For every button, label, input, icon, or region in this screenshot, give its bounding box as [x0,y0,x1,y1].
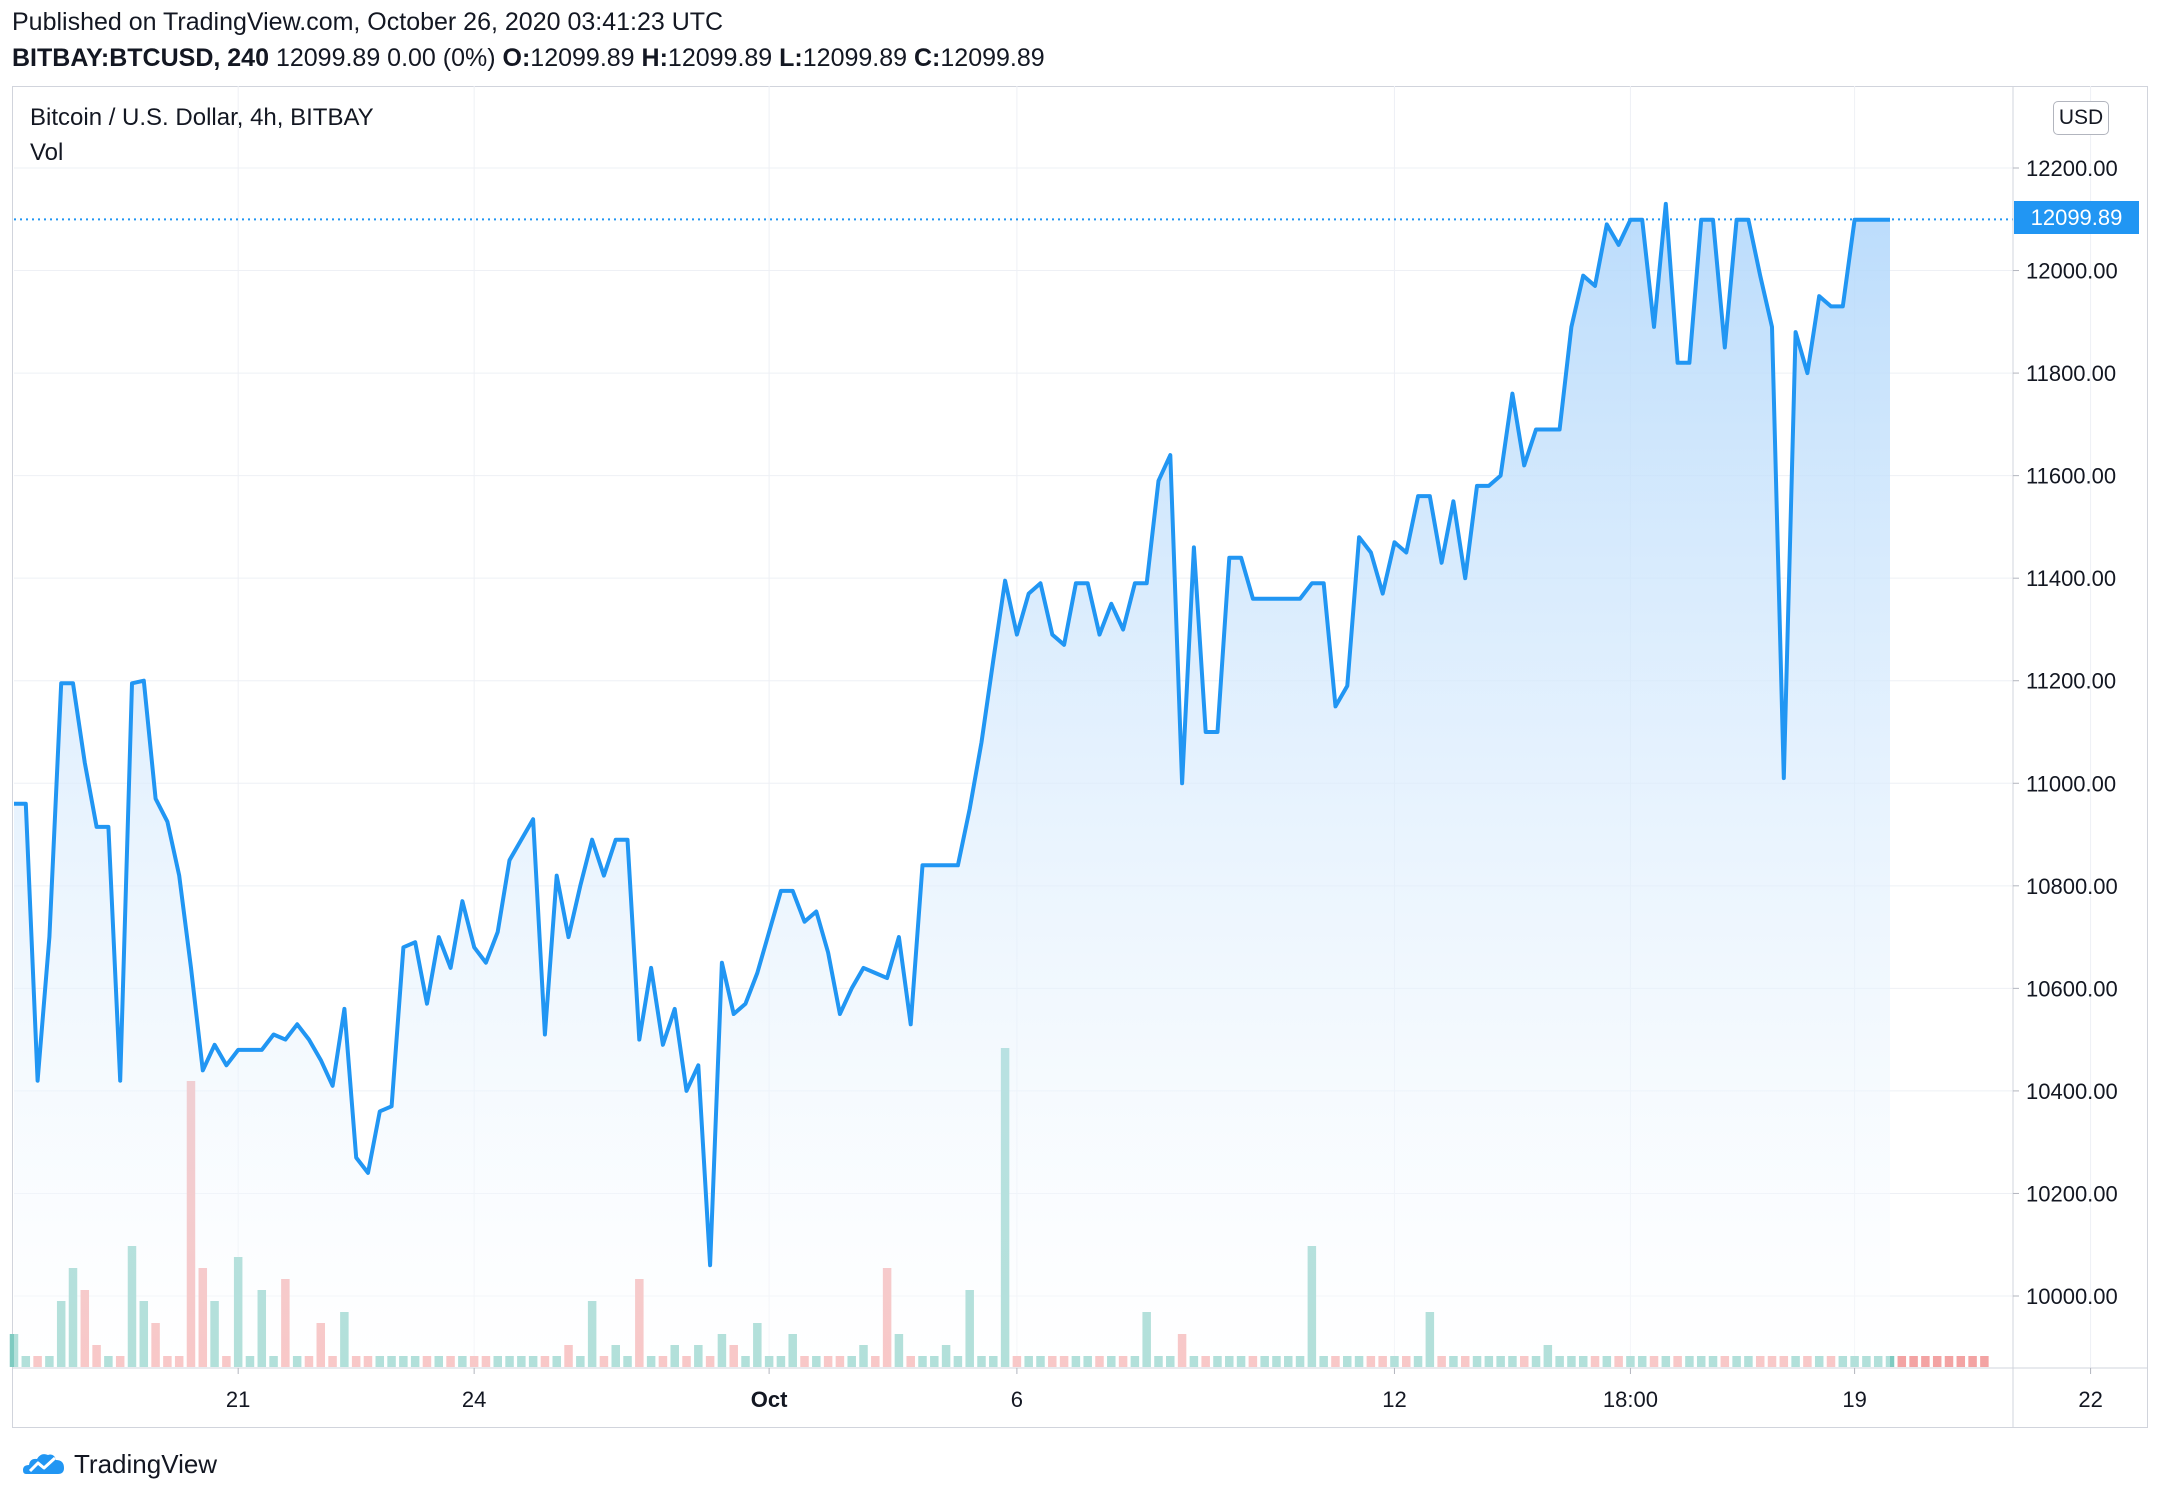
high-value: 12099.89 [667,44,773,72]
x-tick-label: Oct [751,1387,788,1412]
tradingview-cloud-logo-icon [23,1453,64,1474]
chart-legend-title: Bitcoin / U.S. Dollar, 4h, BITBAY [30,104,374,131]
y-tick-label: 10000.00 [2026,1284,2118,1309]
x-tick-label: 12 [1382,1387,1406,1412]
volume-bar [1909,1356,1918,1367]
y-tick-label: 12200.00 [2026,156,2118,181]
y-tick-label: 11000.00 [2026,771,2116,796]
volume-bar [1956,1356,1966,1367]
high-label: H: [641,44,668,72]
low-value: 12099.89 [802,44,908,72]
x-tick-label: 6 [1011,1387,1023,1412]
y-tick-label: 11800.00 [2026,361,2116,386]
close-value: 12099.89 [940,44,1045,72]
volume-bar [1897,1356,1907,1367]
volume-legend: Vol [30,139,64,166]
volume-bar [1932,1356,1942,1367]
symbol-ohlc-line: BITBAY:BTCUSD, 240 12099.89 0.00 (0%) O:… [12,44,1045,73]
price-line [14,201,1890,1268]
y-tick-label: 10400.00 [2026,1079,2118,1104]
y-tick-label: 12000.00 [2026,259,2118,284]
open-label: O: [502,44,531,72]
y-tick-label: 11600.00 [2026,464,2116,489]
footer-brand: TradingView [74,1449,218,1479]
price-change: 12099.89 0.00 (0%) [275,44,496,72]
y-tick-label: 11400.00 [2026,566,2116,591]
symbol-label: BITBAY:BTCUSD, 240 [12,44,269,72]
x-tick-label: 24 [462,1387,486,1412]
x-tick-label: 21 [226,1387,250,1412]
footer: TradingView [22,1449,217,1480]
volume-bar [1968,1356,1977,1367]
x-tick-label: 18:00 [1603,1387,1658,1412]
volume-bar [1980,1356,1989,1367]
x-tick-label: 19 [1842,1387,1866,1412]
published-note: Published on TradingView.com, October 26… [12,8,724,36]
y-tick-label: 10600.00 [2026,976,2118,1001]
currency-button[interactable]: USD [2053,101,2109,135]
open-value: 12099.89 [530,44,635,72]
chart-frame [12,86,2148,1428]
x-tick-label: 22 [2078,1387,2102,1412]
volume-bar [1921,1356,1930,1367]
low-label: L: [779,44,803,72]
y-tick-label: 10800.00 [2026,874,2118,899]
y-tick-label: 11200.00 [2026,669,2116,694]
y-tick-label: 10200.00 [2026,1181,2118,1206]
close-label: C: [914,44,941,72]
last-price-tag: 12099.89 [2014,201,2139,234]
price-area-fill [14,203,1890,1368]
volume-bar [1944,1356,1954,1367]
